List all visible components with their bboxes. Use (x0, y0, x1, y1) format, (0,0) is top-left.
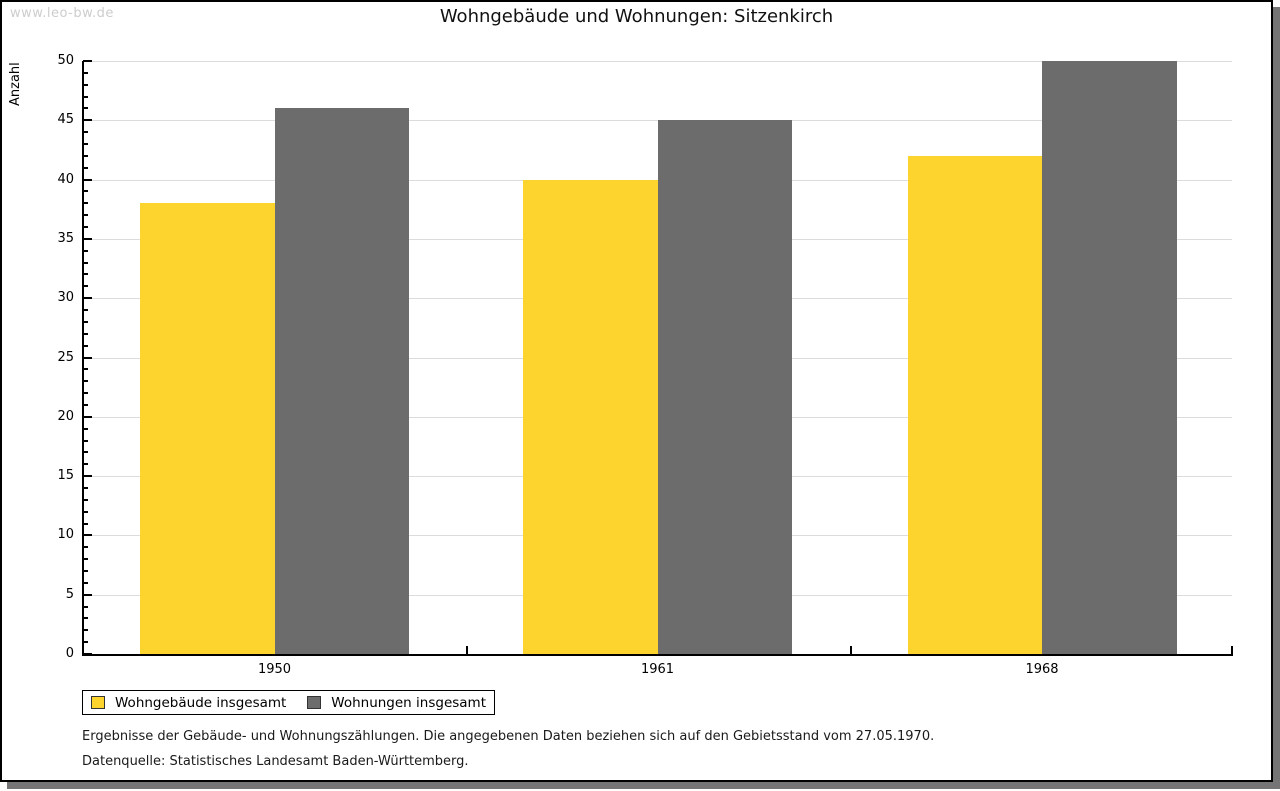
y-tick-label: 35 (57, 230, 74, 246)
x-tick (1231, 646, 1233, 654)
y-minor-tick (83, 558, 88, 561)
y-tick-label: 0 (65, 646, 74, 661)
y-minor-tick (83, 439, 88, 442)
y-minor-tick (83, 83, 88, 86)
y-minor-tick (83, 190, 88, 193)
bar-1961-wohnungen (657, 120, 792, 654)
bar-1968-wohngebaeude (907, 155, 1042, 654)
y-minor-tick (83, 95, 88, 98)
y-minor-tick (83, 166, 88, 169)
y-minor-tick (83, 226, 88, 229)
bar-1950-wohngebaeude (140, 203, 275, 654)
y-tick-label: 50 (57, 53, 74, 68)
y-minor-tick (83, 285, 88, 288)
gridline (85, 61, 1232, 62)
y-minor-tick (83, 320, 88, 323)
y-minor-tick (83, 107, 88, 110)
y-minor-tick (83, 498, 88, 501)
legend-entry-wohnungen: Wohnungen insgesamt (307, 695, 486, 711)
y-minor-tick (83, 71, 88, 74)
y-axis-line (82, 61, 84, 656)
y-minor-tick (83, 332, 88, 335)
y-tick-label: 25 (57, 349, 74, 365)
y-minor-tick (83, 202, 88, 205)
y-minor-tick (83, 392, 88, 395)
legend-swatch-yellow-icon (91, 696, 105, 709)
x-tick (849, 646, 852, 654)
y-major-tick (83, 356, 92, 359)
y-minor-tick (83, 486, 88, 489)
chart-legend: Wohngebäude insgesamt Wohnungen insgesam… (82, 690, 495, 715)
y-minor-tick (83, 131, 88, 134)
y-major-tick (83, 60, 92, 62)
watermark: www.leo-bw.de (10, 6, 114, 21)
y-major-tick (83, 415, 92, 418)
y-minor-tick (83, 143, 88, 146)
y-major-tick (83, 593, 92, 596)
bar-1968-wohnungen (1042, 61, 1177, 654)
legend-label: Wohnungen insgesamt (331, 694, 486, 711)
bar-1961-wohngebaeude (523, 179, 658, 654)
y-minor-tick (83, 546, 88, 549)
y-minor-tick (83, 605, 88, 608)
y-minor-tick (83, 463, 88, 466)
y-minor-tick (83, 309, 88, 312)
y-tick-label: 10 (57, 527, 74, 543)
page-title: Wohngebäude und Wohnungen: Sitzenkirch (439, 6, 834, 27)
y-major-tick (83, 237, 92, 240)
y-minor-tick (83, 368, 88, 371)
x-axis-line (82, 654, 1233, 656)
footer-note: Ergebnisse der Gebäude- und Wohnungszähl… (82, 729, 935, 744)
y-minor-tick (83, 403, 88, 406)
y-minor-tick (83, 380, 88, 383)
x-category-label: 1968 (1025, 662, 1059, 677)
y-minor-tick (83, 427, 88, 430)
y-tick-label: 40 (57, 171, 74, 187)
x-category-label: 1950 (257, 662, 292, 677)
y-tick-label: 30 (57, 290, 74, 306)
y-minor-tick (83, 510, 88, 513)
y-major-tick (83, 119, 92, 122)
y-minor-tick (83, 154, 88, 157)
bar-chart-plot-area: 0 5 10 15 20 25 30 35 40 45 50 1950 1961 1968 (2, 2, 1273, 702)
y-tick-label: 5 (65, 586, 74, 602)
y-minor-tick (83, 641, 88, 644)
y-minor-tick (83, 249, 88, 252)
y-major-tick (83, 475, 92, 478)
y-minor-tick (83, 581, 88, 584)
y-major-tick (83, 297, 92, 300)
y-minor-tick (83, 273, 88, 276)
y-minor-tick (83, 344, 88, 347)
y-major-tick (83, 178, 92, 181)
legend-entry-wohngebaeude: Wohngebäude insgesamt (91, 695, 286, 711)
y-tick-label: 20 (57, 408, 74, 424)
y-major-tick (83, 534, 92, 537)
y-minor-tick (83, 569, 88, 572)
x-tick (466, 646, 468, 654)
y-tick-label: 15 (57, 468, 74, 484)
y-minor-tick (83, 214, 88, 217)
y-minor-tick (83, 522, 88, 525)
y-minor-tick (83, 617, 88, 620)
legend-swatch-gray-icon (307, 696, 322, 709)
y-tick-label: 45 (57, 112, 74, 128)
bar-1950-wohnungen (274, 108, 409, 654)
legend-label: Wohngebäude insgesamt (115, 694, 287, 711)
y-minor-tick (83, 261, 88, 264)
x-category-label: 1961 (640, 662, 675, 677)
y-minor-tick (83, 629, 88, 632)
footer-datasource: Datenquelle: Statistisches Landesamt Bad… (82, 754, 469, 769)
y-minor-tick (83, 451, 88, 454)
